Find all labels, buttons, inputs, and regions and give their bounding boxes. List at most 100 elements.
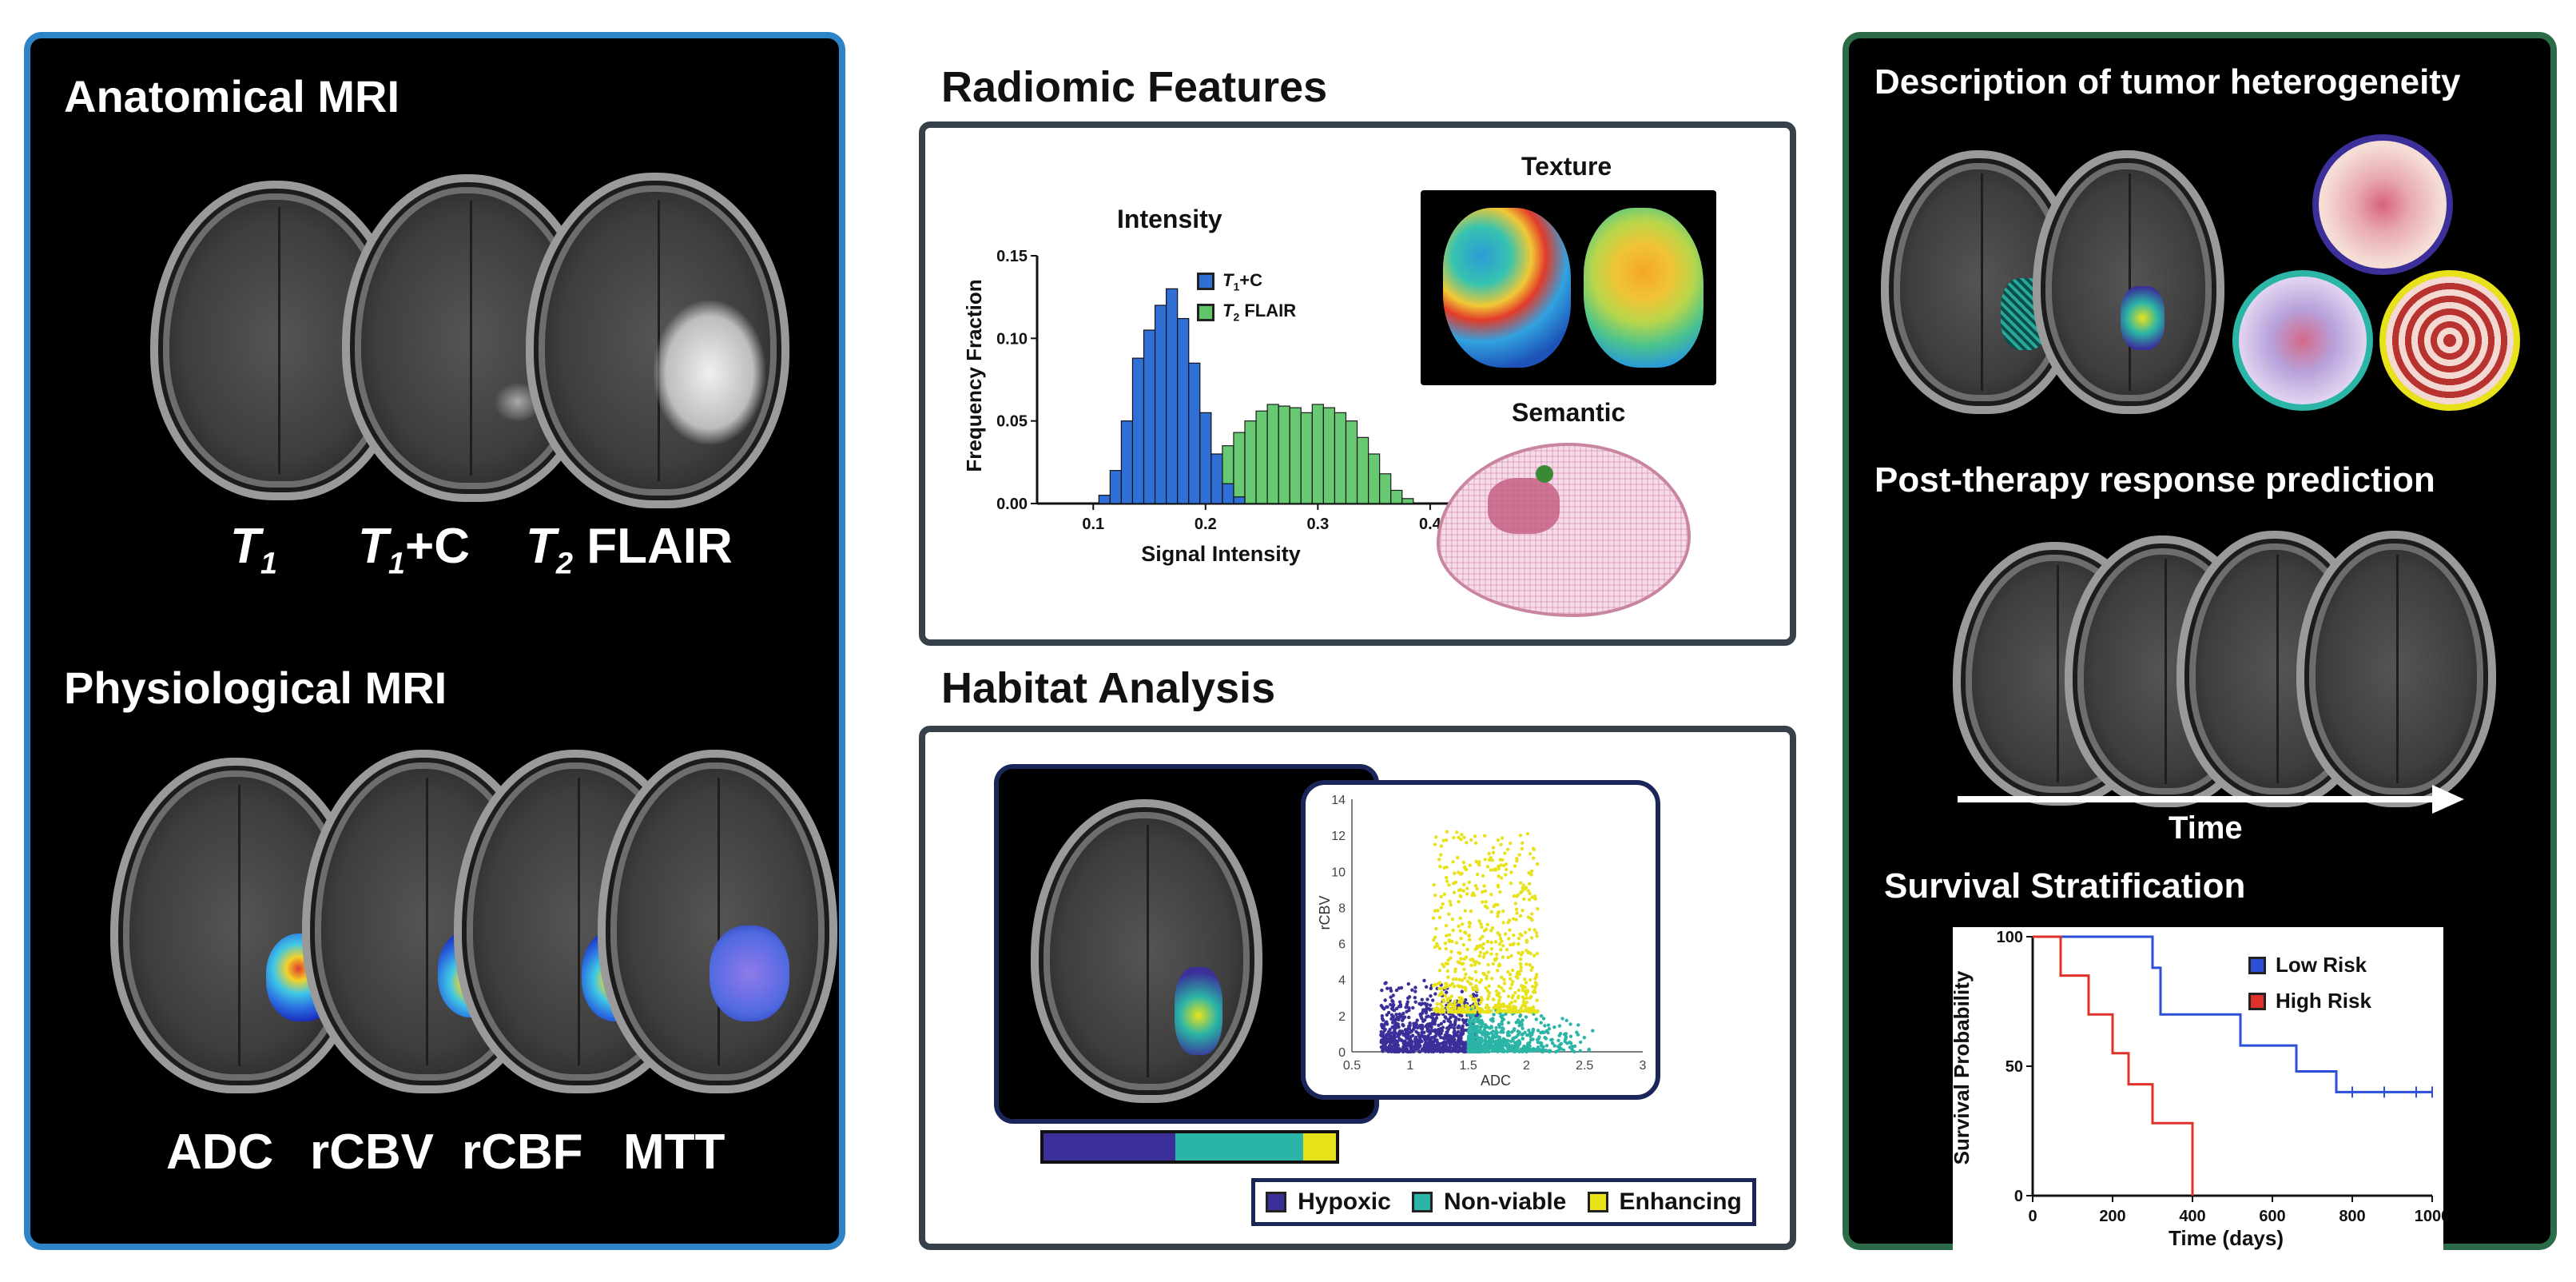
scatter-point — [1505, 847, 1510, 852]
scatter-point — [1533, 897, 1537, 901]
scatter-point — [1534, 974, 1538, 979]
scatter-point — [1531, 1037, 1535, 1041]
scatter-point — [1427, 1022, 1432, 1026]
scatter-point — [1500, 1022, 1505, 1026]
scatter-point — [1516, 970, 1521, 974]
scatter-point — [1550, 1037, 1554, 1041]
scatter-point — [1407, 995, 1412, 999]
scatter-point — [1458, 929, 1462, 933]
label-t1: T1 — [230, 519, 278, 581]
scatter-point — [1591, 1029, 1595, 1033]
scatter-point — [1524, 981, 1529, 985]
scatter-point — [1434, 1039, 1439, 1043]
scatter-point — [1529, 968, 1533, 973]
intensity-bar-t2flair — [1322, 407, 1336, 504]
scatter-point — [1420, 1039, 1424, 1044]
scatter-point — [1529, 917, 1533, 921]
scatter-point — [1478, 1010, 1483, 1014]
scatter-point — [1444, 947, 1449, 951]
scatter-point — [1529, 1010, 1534, 1014]
scatter-point — [1397, 1000, 1402, 1004]
scatter-point — [1511, 1049, 1516, 1053]
scatter-point — [1481, 946, 1485, 950]
survival-xtick-label: 800 — [2339, 1208, 2365, 1225]
scatter-point — [1489, 1025, 1493, 1029]
scatter-point — [1523, 930, 1528, 934]
scatter-point — [1453, 1002, 1457, 1006]
scatter-xtick-label: 1 — [1406, 1059, 1413, 1073]
scatter-point — [1459, 838, 1463, 842]
scatter-point — [1477, 1042, 1481, 1047]
scatter-point — [1424, 1024, 1428, 1029]
scatter-point — [1508, 928, 1512, 932]
scatter-point — [1444, 924, 1449, 928]
scatter-point — [1492, 1048, 1497, 1052]
scatter-point — [1457, 1024, 1461, 1028]
scatter-point — [1439, 1021, 1444, 1026]
scatter-point — [1473, 969, 1478, 974]
intensity-bar-t1c — [1154, 305, 1167, 504]
intensity-bar-t1c — [1143, 329, 1156, 504]
scatter-point — [1453, 1006, 1457, 1010]
semantic-title: Semantic — [1512, 398, 1626, 427]
scatter-point — [1493, 1041, 1497, 1045]
scatter-point — [1465, 979, 1470, 983]
scatter-point — [1520, 846, 1525, 851]
scatter-point — [1405, 1031, 1409, 1035]
scatter-point — [1439, 1035, 1443, 1040]
scatter-point — [1433, 842, 1437, 846]
scatter-point — [1457, 999, 1462, 1004]
scatter-point — [1430, 1012, 1434, 1017]
scatter-point — [1501, 955, 1505, 959]
legend-hypoxic-swatch — [1266, 1192, 1287, 1212]
legend-hypoxic: Hypoxic — [1266, 1188, 1391, 1216]
scatter-point — [1465, 841, 1469, 845]
scatter-point — [1478, 1001, 1483, 1005]
scatter-point — [1464, 1019, 1468, 1024]
scatter-point — [1475, 886, 1479, 891]
scatter-point — [1433, 909, 1437, 913]
scatter-point — [1496, 914, 1500, 918]
scatter-point — [1439, 894, 1443, 899]
scatter-point — [1521, 1026, 1525, 1030]
scatter-point — [1385, 986, 1389, 990]
scatter-point — [1486, 962, 1490, 967]
scatter-point — [1518, 890, 1523, 895]
scatter-point — [1497, 864, 1501, 869]
scatter-xtick-label: 2.5 — [1576, 1059, 1593, 1073]
scatter-point — [1564, 1018, 1568, 1022]
scatter-point — [1535, 998, 1539, 1002]
scatter-point — [1462, 1028, 1467, 1033]
intensity-ylabel: Frequency Fraction — [962, 279, 986, 472]
scatter-point — [1467, 880, 1472, 885]
scatter-point — [1451, 1049, 1455, 1053]
scatter-point — [1484, 985, 1488, 990]
scatter-point — [1383, 981, 1387, 985]
intensity-ytick-label: 0.00 — [996, 496, 1028, 513]
scatter-point — [1467, 934, 1471, 938]
survival-curve-high-risk — [2033, 935, 2194, 1196]
scatter-point — [1435, 1001, 1440, 1006]
scatter-point — [1530, 965, 1535, 969]
scatter-point — [1389, 1013, 1394, 1017]
scatter-point — [1539, 1013, 1544, 1018]
scatter-point — [1518, 957, 1523, 962]
scatter-point — [1443, 993, 1448, 997]
tumor-analysis-panel: Description of tumor heterogeneity Post-… — [1843, 32, 2557, 1252]
scatter-point — [1527, 1028, 1531, 1033]
scatter-point — [1432, 938, 1436, 942]
habitat-analysis-title: Habitat Analysis — [941, 664, 1276, 712]
scatter-point — [1483, 834, 1487, 838]
scatter-point — [1474, 1026, 1479, 1030]
scatter-point — [1493, 1031, 1498, 1036]
scatter-point — [1433, 945, 1437, 950]
scatter-point — [1452, 882, 1456, 886]
scatter-point — [1497, 874, 1501, 878]
scatter-point — [1421, 1019, 1425, 1023]
scatter-point — [1493, 1003, 1497, 1008]
scatter-point — [1525, 962, 1529, 966]
anatomical-physiological-panel: Anatomical MRI T1 T1+C T2 FLAIR Physiolo… — [24, 32, 845, 1250]
scatter-point — [1482, 1028, 1486, 1032]
scatter-point — [1528, 1031, 1532, 1035]
scatter-point — [1456, 1029, 1461, 1034]
